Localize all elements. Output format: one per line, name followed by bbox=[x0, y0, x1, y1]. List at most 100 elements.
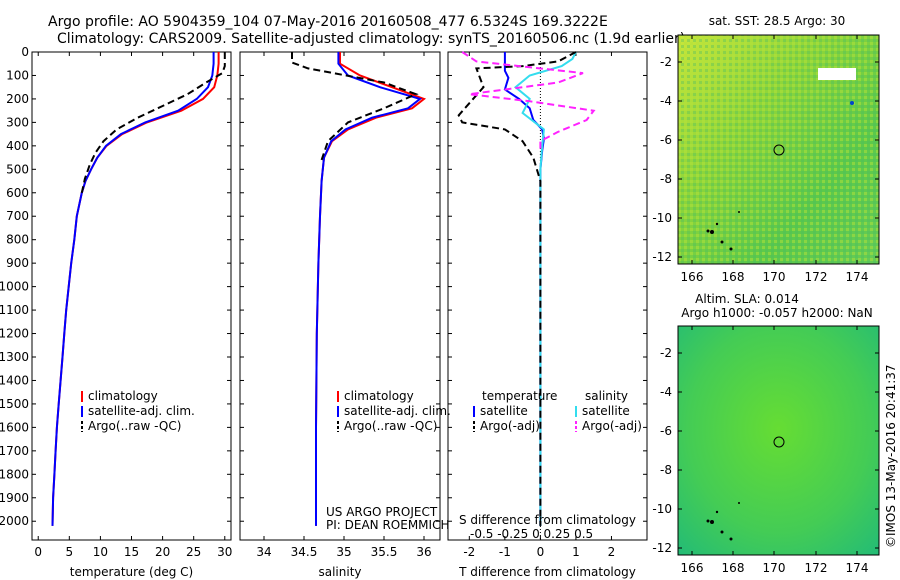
header-line1: Argo profile: AO 5904359_104 07-May-2016… bbox=[48, 14, 608, 30]
legend-label: Argo(-adj) bbox=[582, 419, 642, 433]
series-argo-raw-qc- bbox=[291, 52, 419, 161]
sst-map-cloud-gap bbox=[818, 68, 856, 80]
sst-map-axes: 166 168 170 172 174 -2 -4 -6 -8 -10 -12 bbox=[652, 35, 879, 284]
x-tick-label: 30 bbox=[217, 545, 232, 559]
depth-tick-label: 800 bbox=[6, 233, 29, 247]
x-tick-label: 35.5 bbox=[371, 545, 398, 559]
depth-tick-label: 0 bbox=[21, 45, 29, 59]
s-diff-label: S difference from climatology bbox=[459, 513, 636, 527]
depth-tick-label: 100 bbox=[6, 68, 29, 82]
map-x-tick-label: 168 bbox=[722, 270, 745, 284]
map-x-tick-label: 166 bbox=[681, 270, 704, 284]
x-tick-label: 0 bbox=[34, 545, 42, 559]
island-marks-2 bbox=[706, 502, 740, 541]
series-satellite-adj-clim- bbox=[51, 52, 215, 526]
legend-label: Argo(..raw -QC) bbox=[88, 419, 181, 433]
difference-panel: -2 -1 0 1 2 T difference from climatology temp… bbox=[447, 51, 648, 579]
map-x-tick-label: 170 bbox=[763, 270, 786, 284]
island-marks bbox=[706, 101, 854, 251]
series-climatology bbox=[51, 52, 220, 526]
salinity-xlabel: salinity bbox=[318, 565, 361, 579]
series-climatology bbox=[315, 52, 427, 526]
sst-map-title: sat. SST: 28.5 Argo: 30 bbox=[709, 14, 846, 28]
map-x-tick-label: 172 bbox=[805, 561, 828, 575]
map-y-tick-label: -10 bbox=[652, 502, 672, 516]
legend-label: climatology bbox=[88, 389, 158, 403]
depth-tick-label: 1600 bbox=[0, 420, 29, 434]
watermark: ©IMOS 13-May-2016 20:41:37 bbox=[884, 364, 898, 548]
depth-tick-label: 1000 bbox=[0, 280, 29, 294]
map-y-tick-label: -8 bbox=[660, 463, 672, 477]
map-y-tick-label: -12 bbox=[652, 541, 672, 555]
depth-tick-label: 700 bbox=[6, 209, 29, 223]
legend-label: satellite bbox=[480, 404, 528, 418]
x-tick-label: 36 bbox=[416, 545, 431, 559]
depth-tick-label: 400 bbox=[6, 139, 29, 153]
depth-tick-label: 1700 bbox=[0, 444, 29, 458]
map-x-tick-label: 168 bbox=[722, 561, 745, 575]
difference-xlabel: T difference from climatology bbox=[458, 565, 636, 579]
map-x-tick-label: 174 bbox=[846, 270, 869, 284]
map-y-tick-label: -2 bbox=[660, 55, 672, 69]
x-tick-label: 1 bbox=[572, 545, 580, 559]
depth-tick-label: 2000 bbox=[0, 514, 29, 528]
map-y-tick-label: -8 bbox=[660, 172, 672, 186]
depth-tick-label: 1800 bbox=[0, 467, 29, 481]
map-x-tick-label: 172 bbox=[805, 270, 828, 284]
depth-tick-label: 1100 bbox=[0, 303, 29, 317]
series-argo-raw-qc- bbox=[80, 52, 226, 194]
depth-tick-label: 600 bbox=[6, 186, 29, 200]
x-tick-label: 35 bbox=[336, 545, 351, 559]
argo-location-marker-2 bbox=[773, 436, 785, 448]
project-annotation: US ARGO PROJECT bbox=[326, 505, 438, 519]
sla-map: Altim. SLA: 0.014 Argo h1000: -0.057 h20… bbox=[652, 292, 880, 575]
legend-label: satellite-adj. clim. bbox=[88, 404, 195, 418]
depth-tick-label: 1400 bbox=[0, 373, 29, 387]
depth-tick-label: 1200 bbox=[0, 327, 29, 341]
x-tick-label: 34.5 bbox=[291, 545, 318, 559]
legend-label: salinity bbox=[585, 389, 628, 403]
legend-label: Argo(..raw -QC) bbox=[344, 419, 437, 433]
temperature-xlabel: temperature (deg C) bbox=[70, 565, 193, 579]
x-tick-label: 15 bbox=[124, 545, 139, 559]
x-tick-label: 20 bbox=[155, 545, 170, 559]
temperature-panel: 0100200300400500600700800900100011001200… bbox=[0, 45, 232, 579]
argo-location-marker bbox=[773, 144, 785, 156]
sla-map-axes: 166 168 170 172 174 -2 -4 -6 -8 -10 -12 bbox=[652, 326, 879, 575]
temperature-frame bbox=[31, 51, 232, 541]
x-tick-label: -2 bbox=[463, 545, 475, 559]
map-x-tick-label: 174 bbox=[846, 561, 869, 575]
legend-label: temperature bbox=[482, 389, 557, 403]
map-y-tick-label: -12 bbox=[652, 250, 672, 264]
series-t-argo-adj- bbox=[457, 51, 577, 526]
legend-label: satellite bbox=[582, 404, 630, 418]
map-y-tick-label: -6 bbox=[660, 133, 672, 147]
project-annotation: PI: DEAN ROEMMICH bbox=[326, 518, 449, 532]
difference-frame bbox=[447, 51, 648, 541]
map-x-tick-label: 166 bbox=[681, 561, 704, 575]
x-tick-label: 5 bbox=[65, 545, 73, 559]
depth-tick-label: 900 bbox=[6, 256, 29, 270]
sst-map: sat. SST: 28.5 Argo: 30 166 168 170 172 174 -… bbox=[652, 14, 880, 284]
depth-tick-label: 1300 bbox=[0, 350, 29, 364]
depth-tick-label: 1900 bbox=[0, 491, 29, 505]
depth-tick-label: 300 bbox=[6, 115, 29, 129]
series-s-argo-adj- bbox=[461, 51, 596, 151]
map-y-tick-label: -2 bbox=[660, 346, 672, 360]
s-diff-ticks: -0.5 -0.25 0 0.25 0.5 bbox=[470, 527, 593, 541]
salinity-panel: 34 34.5 35 35.5 36 salinity climatologysatelli… bbox=[239, 51, 451, 579]
x-tick-label: 25 bbox=[186, 545, 201, 559]
map-y-tick-label: -4 bbox=[660, 94, 672, 108]
map-y-tick-label: -6 bbox=[660, 424, 672, 438]
map-y-tick-label: -10 bbox=[652, 211, 672, 225]
map-y-tick-label: -4 bbox=[660, 385, 672, 399]
map-x-tick-label: 170 bbox=[763, 561, 786, 575]
x-tick-label: 34 bbox=[256, 545, 271, 559]
sst-map-frame bbox=[677, 34, 880, 265]
legend-label: climatology bbox=[344, 389, 414, 403]
x-tick-label: -1 bbox=[499, 545, 511, 559]
sla-map-title-1: Altim. SLA: 0.014 bbox=[695, 292, 799, 306]
sla-map-title-2: Argo h1000: -0.057 h2000: NaN bbox=[681, 306, 873, 320]
depth-tick-label: 500 bbox=[6, 162, 29, 176]
series-s-satellite bbox=[513, 51, 577, 526]
